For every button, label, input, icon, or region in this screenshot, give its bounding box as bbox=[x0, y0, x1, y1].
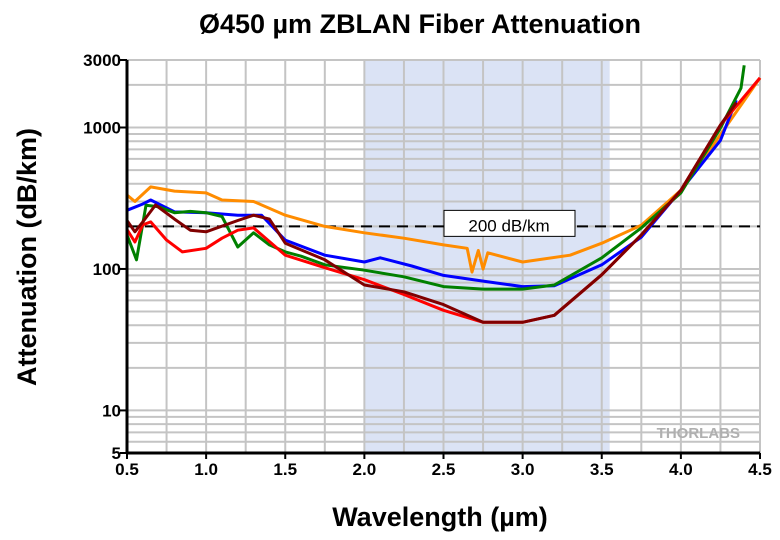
y-tick-label: 3000 bbox=[83, 51, 121, 70]
x-tick-label: 1.0 bbox=[194, 460, 218, 479]
thorlabs-watermark: THORLABS bbox=[657, 425, 740, 442]
x-tick-label: 3.0 bbox=[511, 460, 535, 479]
series-line-green bbox=[125, 65, 746, 291]
x-axis-label: Wavelength (µm) bbox=[332, 502, 548, 532]
x-tick-label: 4.0 bbox=[669, 460, 693, 479]
x-tick-label: 1.5 bbox=[273, 460, 297, 479]
y-tick-label: 10 bbox=[102, 401, 121, 420]
x-tick-label: 2.5 bbox=[432, 460, 456, 479]
x-tick-label: 0.5 bbox=[115, 460, 139, 479]
y-tick-label: 1000 bbox=[83, 118, 121, 137]
series-line-orange bbox=[126, 77, 762, 274]
y-axis-label: Attenuation (dB/km) bbox=[12, 128, 42, 386]
reference-label: 200 dB/km bbox=[468, 216, 549, 235]
y-tick-label: 100 bbox=[93, 260, 121, 279]
x-tick-label: 3.5 bbox=[590, 460, 614, 479]
x-tick-label: 2.0 bbox=[353, 460, 377, 479]
series-line-dark-red bbox=[125, 101, 738, 324]
y-tick-label: 5 bbox=[112, 444, 121, 463]
x-tick-label: 4.5 bbox=[748, 460, 772, 479]
chart-title: Ø450 µm ZBLAN Fiber Attenuation bbox=[199, 9, 641, 39]
reference-label-box bbox=[443, 209, 576, 237]
